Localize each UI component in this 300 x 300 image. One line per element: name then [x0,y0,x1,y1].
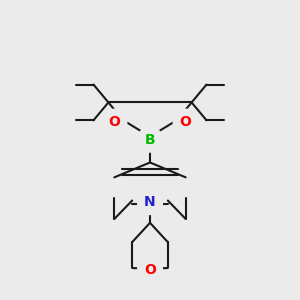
Circle shape [137,190,163,214]
Text: O: O [180,115,192,129]
Text: B: B [145,133,155,147]
Circle shape [102,109,127,134]
Text: O: O [108,115,120,129]
Text: O: O [144,263,156,278]
Circle shape [173,109,198,134]
Text: N: N [144,195,156,209]
Circle shape [137,258,163,283]
Circle shape [137,127,163,152]
